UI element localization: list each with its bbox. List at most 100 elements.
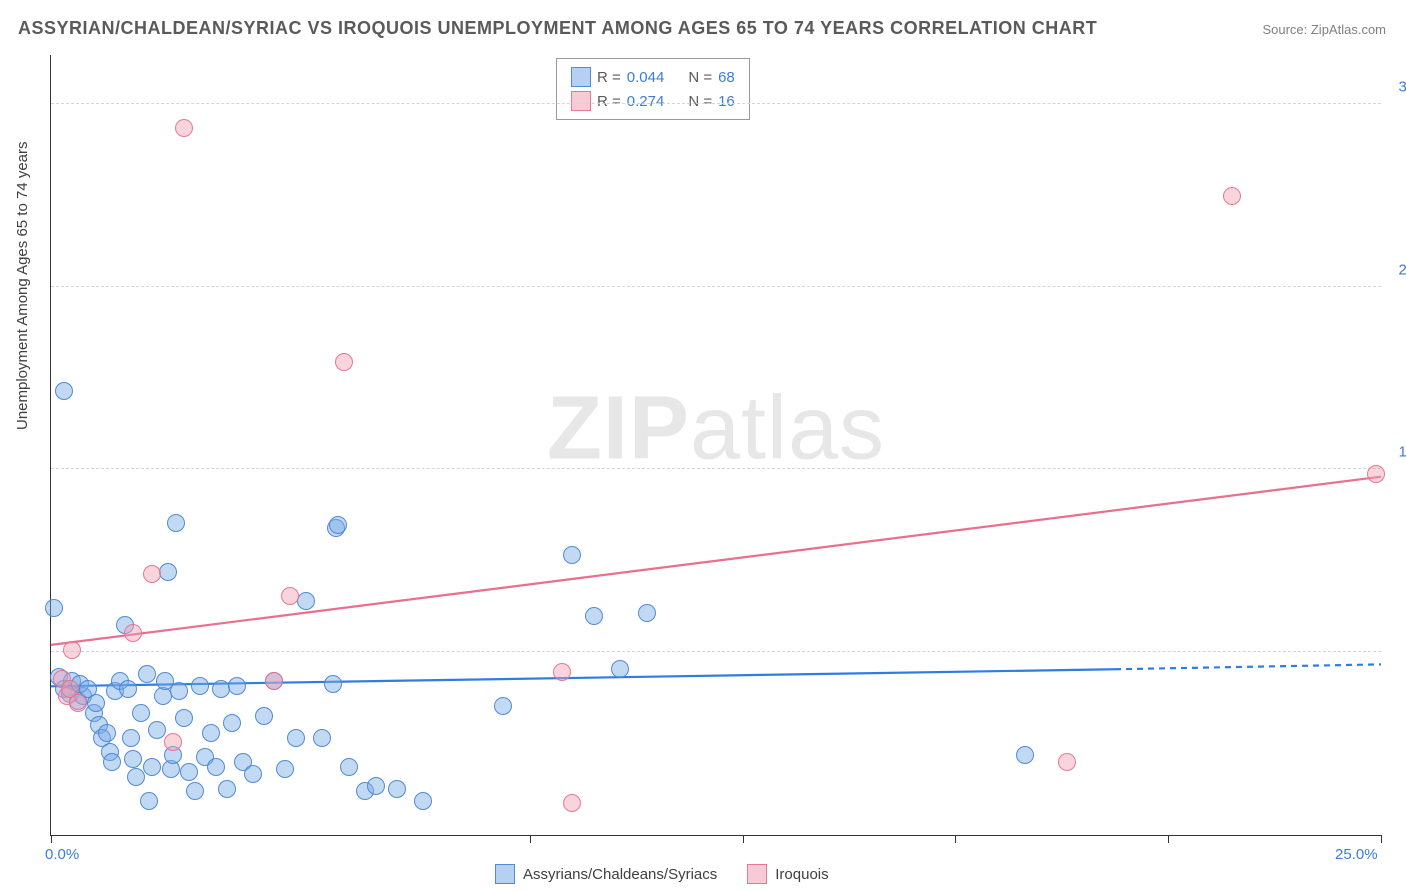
data-point-blue: [228, 677, 246, 695]
data-point-pink: [563, 794, 581, 812]
x-tick-label: 25.0%: [1335, 846, 1378, 863]
data-point-pink: [175, 119, 193, 137]
n-value-blue: 68: [718, 69, 735, 86]
swatch-pink: [571, 91, 591, 111]
legend-label-pink: Iroquois: [775, 866, 828, 883]
chart-title: ASSYRIAN/CHALDEAN/SYRIAC VS IROQUOIS UNE…: [18, 18, 1097, 39]
data-point-blue: [170, 682, 188, 700]
data-point-blue: [202, 724, 220, 742]
data-point-pink: [1058, 753, 1076, 771]
data-point-blue: [138, 665, 156, 683]
data-point-blue: [218, 780, 236, 798]
data-point-blue: [159, 563, 177, 581]
data-point-blue: [119, 680, 137, 698]
data-point-blue: [180, 763, 198, 781]
data-point-blue: [45, 599, 63, 617]
gridline: [51, 103, 1381, 104]
x-tick: [51, 835, 52, 843]
data-point-blue: [585, 607, 603, 625]
r-label: R =: [597, 93, 621, 110]
data-point-blue: [148, 721, 166, 739]
r-label: R =: [597, 69, 621, 86]
x-tick: [530, 835, 531, 843]
series-legend: Assyrians/Chaldeans/Syriacs Iroquois: [495, 864, 829, 884]
y-tick-label: 7.5%: [1386, 627, 1406, 644]
data-point-blue: [276, 760, 294, 778]
regression-line-blue: [51, 669, 1115, 686]
y-tick-label: 30.0%: [1386, 78, 1406, 95]
data-point-pink: [335, 353, 353, 371]
data-point-blue: [367, 777, 385, 795]
swatch-blue: [571, 67, 591, 87]
data-point-blue: [55, 382, 73, 400]
data-point-blue: [124, 750, 142, 768]
data-point-blue: [98, 724, 116, 742]
data-point-blue: [255, 707, 273, 725]
stats-legend: R = 0.044 N = 68 R = 0.274 N = 16: [556, 58, 750, 120]
data-point-pink: [63, 641, 81, 659]
legend-label-blue: Assyrians/Chaldeans/Syriacs: [523, 866, 717, 883]
stats-row-pink: R = 0.274 N = 16: [571, 89, 735, 113]
regression-line-blue-dashed: [1115, 664, 1381, 669]
stats-row-blue: R = 0.044 N = 68: [571, 65, 735, 89]
data-point-pink: [281, 587, 299, 605]
swatch-blue: [495, 864, 515, 884]
y-tick-label: 15.0%: [1386, 444, 1406, 461]
data-point-blue: [167, 514, 185, 532]
r-value-blue: 0.044: [627, 69, 665, 86]
data-point-pink: [69, 694, 87, 712]
data-point-blue: [140, 792, 158, 810]
source-label: Source: ZipAtlas.com: [1262, 22, 1386, 37]
data-point-blue: [87, 694, 105, 712]
data-point-blue: [103, 753, 121, 771]
data-point-pink: [553, 663, 571, 681]
data-point-blue: [127, 768, 145, 786]
data-point-blue: [388, 780, 406, 798]
gridline: [51, 651, 1381, 652]
data-point-blue: [287, 729, 305, 747]
data-point-blue: [329, 516, 347, 534]
data-point-pink: [124, 624, 142, 642]
n-label: N =: [688, 93, 712, 110]
data-point-blue: [223, 714, 241, 732]
legend-item-pink: Iroquois: [747, 864, 828, 884]
data-point-blue: [207, 758, 225, 776]
data-point-pink: [1367, 465, 1385, 483]
chart-container: ASSYRIAN/CHALDEAN/SYRIAC VS IROQUOIS UNE…: [0, 0, 1406, 892]
n-value-pink: 16: [718, 93, 735, 110]
x-tick: [1168, 835, 1169, 843]
x-tick: [743, 835, 744, 843]
data-point-blue: [122, 729, 140, 747]
data-point-pink: [265, 672, 283, 690]
data-point-blue: [132, 704, 150, 722]
plot-area: ZIPatlas R = 0.044 N = 68 R = 0.274 N = …: [50, 55, 1381, 836]
data-point-blue: [638, 604, 656, 622]
data-point-blue: [340, 758, 358, 776]
regression-lines: [51, 55, 1381, 835]
data-point-blue: [324, 675, 342, 693]
gridline: [51, 468, 1381, 469]
x-tick: [1381, 835, 1382, 843]
data-point-blue: [175, 709, 193, 727]
r-value-pink: 0.274: [627, 93, 665, 110]
y-tick-label: 22.5%: [1386, 261, 1406, 278]
data-point-pink: [143, 565, 161, 583]
regression-line-pink: [51, 477, 1381, 645]
data-point-blue: [1016, 746, 1034, 764]
data-point-blue: [611, 660, 629, 678]
n-label: N =: [688, 69, 712, 86]
data-point-blue: [244, 765, 262, 783]
data-point-blue: [414, 792, 432, 810]
data-point-pink: [164, 733, 182, 751]
swatch-pink: [747, 864, 767, 884]
data-point-pink: [1223, 187, 1241, 205]
x-tick-label: 0.0%: [45, 846, 79, 863]
data-point-blue: [313, 729, 331, 747]
data-point-blue: [297, 592, 315, 610]
data-point-blue: [186, 782, 204, 800]
data-point-blue: [143, 758, 161, 776]
legend-item-blue: Assyrians/Chaldeans/Syriacs: [495, 864, 717, 884]
x-tick: [955, 835, 956, 843]
y-axis-label: Unemployment Among Ages 65 to 74 years: [14, 141, 31, 430]
data-point-blue: [494, 697, 512, 715]
